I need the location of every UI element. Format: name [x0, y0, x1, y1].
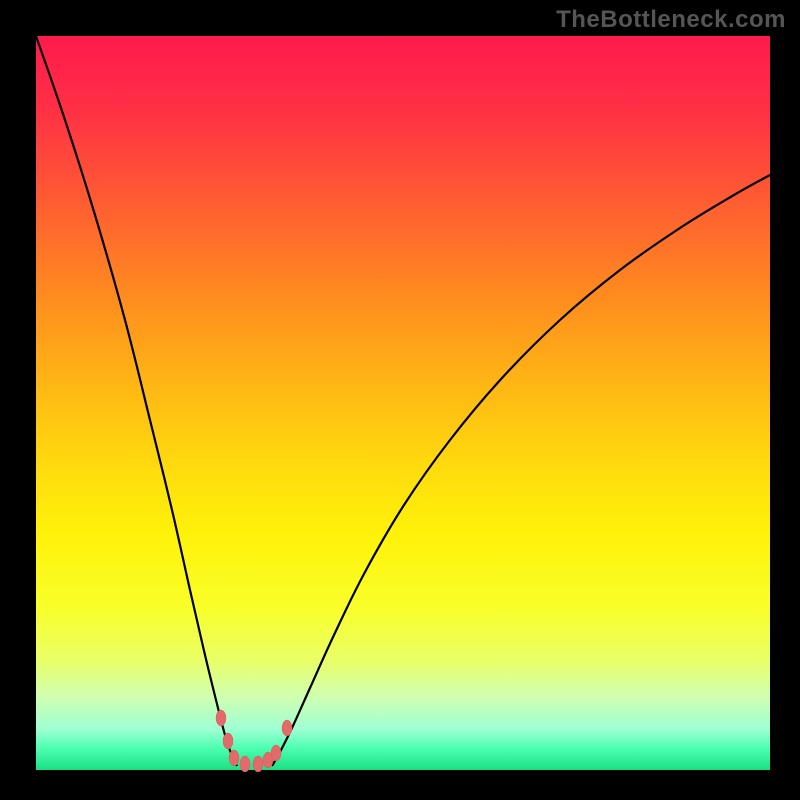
- marker-point: [229, 750, 239, 766]
- watermark-text: TheBottleneck.com: [556, 6, 786, 34]
- chart-container: TheBottleneck.com: [0, 0, 800, 800]
- marker-point: [216, 710, 226, 726]
- marker-point: [253, 756, 263, 772]
- marker-point: [240, 756, 250, 772]
- bottleneck-chart: [0, 0, 800, 800]
- marker-point: [271, 745, 281, 761]
- marker-point: [282, 720, 292, 736]
- marker-point: [223, 733, 233, 749]
